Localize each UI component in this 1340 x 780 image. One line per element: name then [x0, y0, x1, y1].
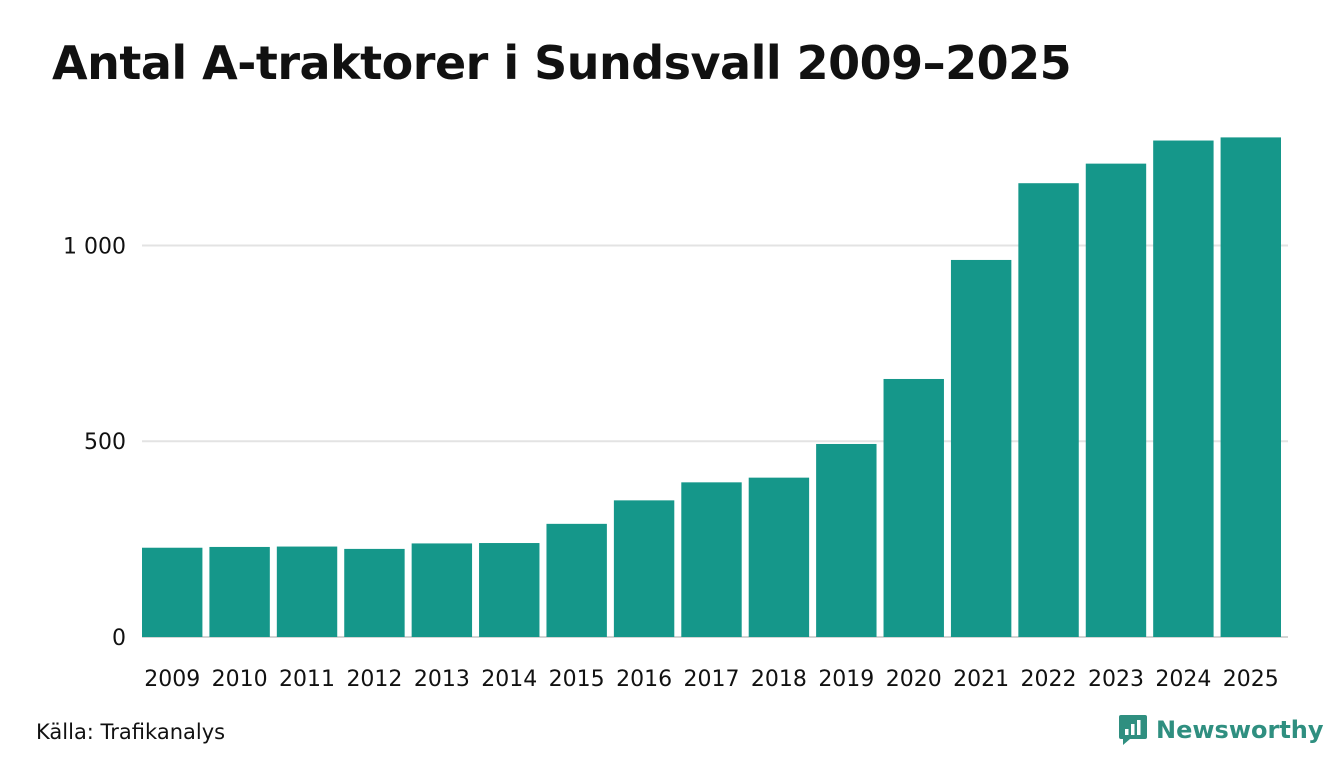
- bar-2012: [344, 548, 405, 637]
- bar-2013: [411, 543, 473, 637]
- bar-2018: [748, 477, 810, 637]
- x-axis-ticks: 2009 2010 2011 2012 2013 2014 2015 2016 2017 2018…: [144, 667, 1279, 692]
- y-tick-label: 0: [112, 626, 126, 651]
- newsworthy-logo-icon: [1119, 715, 1147, 745]
- y-tick-label: 500: [84, 430, 126, 455]
- x-tick-label: 2013: [414, 667, 470, 692]
- bar-2009: [142, 547, 203, 637]
- x-tick-label: 2023: [1088, 667, 1144, 692]
- bars: [142, 137, 1281, 638]
- bar-2022: [1018, 183, 1079, 638]
- bar-2014: [479, 543, 540, 637]
- bar-2016: [613, 500, 675, 637]
- y-axis-ticks: 0 500 1 000: [63, 234, 126, 651]
- brand-name: Newsworthy: [1156, 716, 1324, 744]
- x-tick-label: 2022: [1021, 667, 1077, 692]
- x-tick-label: 2014: [481, 667, 537, 692]
- bar-2011: [276, 546, 338, 637]
- x-tick-label: 2019: [818, 667, 874, 692]
- bar-2021: [950, 259, 1012, 637]
- chart-title: Antal A-traktorer i Sundsvall 2009–2025: [52, 36, 1072, 90]
- x-tick-label: 2012: [346, 667, 402, 692]
- bar-2020: [883, 378, 944, 637]
- y-tick-label: 1 000: [63, 234, 126, 259]
- x-tick-label: 2015: [549, 667, 605, 692]
- x-tick-label: 2009: [144, 667, 200, 692]
- bar-2019: [816, 443, 877, 637]
- source-note: Källa: Trafikanalys: [36, 720, 226, 744]
- x-tick-label: 2021: [953, 667, 1009, 692]
- x-tick-label: 2017: [684, 667, 740, 692]
- x-tick-label: 2011: [279, 667, 335, 692]
- bar-2025: [1220, 137, 1281, 638]
- x-tick-label: 2018: [751, 667, 807, 692]
- bar-2023: [1085, 163, 1147, 637]
- bar-2015: [546, 523, 607, 637]
- x-tick-label: 2020: [886, 667, 942, 692]
- bar-2024: [1153, 140, 1214, 637]
- x-tick-label: 2024: [1155, 667, 1211, 692]
- bar-2010: [209, 546, 270, 637]
- x-tick-label: 2010: [212, 667, 268, 692]
- x-tick-label: 2016: [616, 667, 672, 692]
- bar-2017: [681, 482, 742, 637]
- x-tick-label: 2025: [1223, 667, 1279, 692]
- brand-logo: Newsworthy: [1118, 714, 1324, 746]
